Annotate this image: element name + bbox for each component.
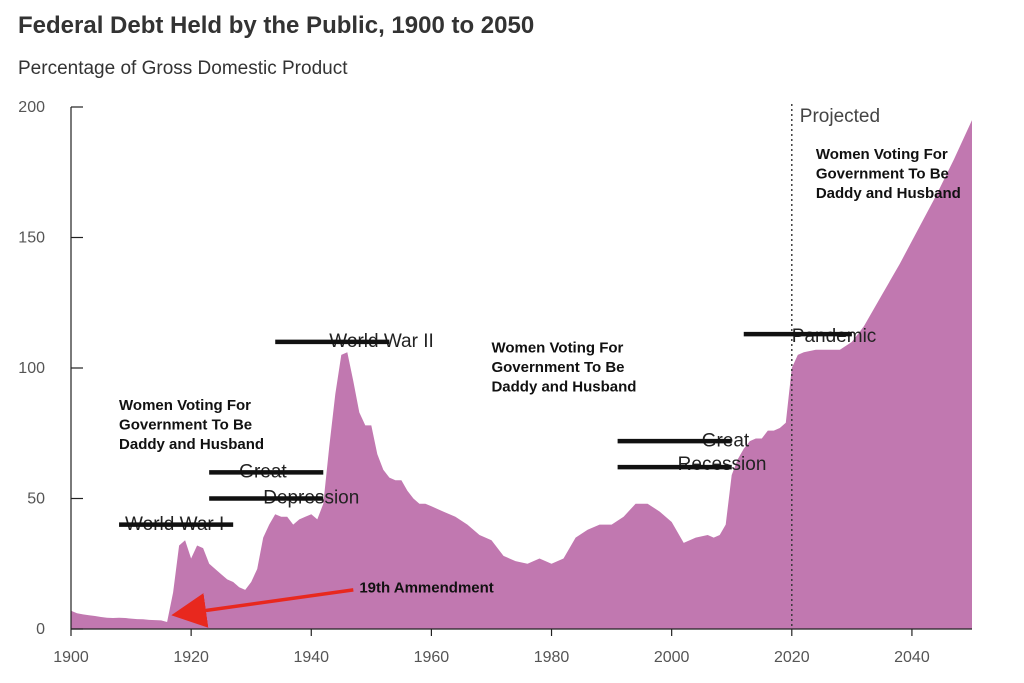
y-tick-label: 150	[18, 230, 45, 247]
annotation-text: Government To Be	[491, 359, 624, 376]
annotation-text: Daddy and Husband	[119, 436, 264, 453]
event-label: Pandemic	[792, 326, 877, 347]
x-tick-label: 1900	[53, 649, 89, 666]
annotation-text: Government To Be	[119, 416, 252, 433]
x-tick-label: 2040	[894, 649, 930, 666]
annotation-text: Daddy and Husband	[816, 185, 961, 202]
chart-title: Federal Debt Held by the Public, 1900 to…	[18, 12, 535, 39]
projected-label: Projected	[800, 106, 880, 127]
x-tick-label: 2000	[654, 649, 690, 666]
y-tick-label: 0	[36, 621, 45, 638]
x-tick-label: 1920	[173, 649, 209, 666]
annotation-text: Government To Be	[816, 166, 949, 183]
y-tick-label: 50	[27, 491, 45, 508]
annotation-text: Women Voting For	[119, 397, 251, 414]
debt-area-series	[71, 120, 972, 629]
annotation-text: Daddy and Husband	[491, 378, 636, 395]
red-arrow	[171, 588, 354, 628]
y-tick-label: 100	[18, 360, 45, 377]
chart-subtitle: Percentage of Gross Domestic Product	[18, 58, 348, 79]
annotation-text: 19th Ammendment	[359, 579, 493, 596]
x-tick-label: 1960	[414, 649, 450, 666]
annotation-text: Women Voting For	[816, 146, 948, 163]
x-tick-label: 2020	[774, 649, 810, 666]
x-tick-label: 1940	[293, 649, 329, 666]
annotation-text: Women Voting For	[491, 339, 623, 356]
event-label: Recession	[678, 454, 767, 475]
y-tick-label: 200	[18, 99, 45, 116]
x-tick-label: 1980	[534, 649, 570, 666]
